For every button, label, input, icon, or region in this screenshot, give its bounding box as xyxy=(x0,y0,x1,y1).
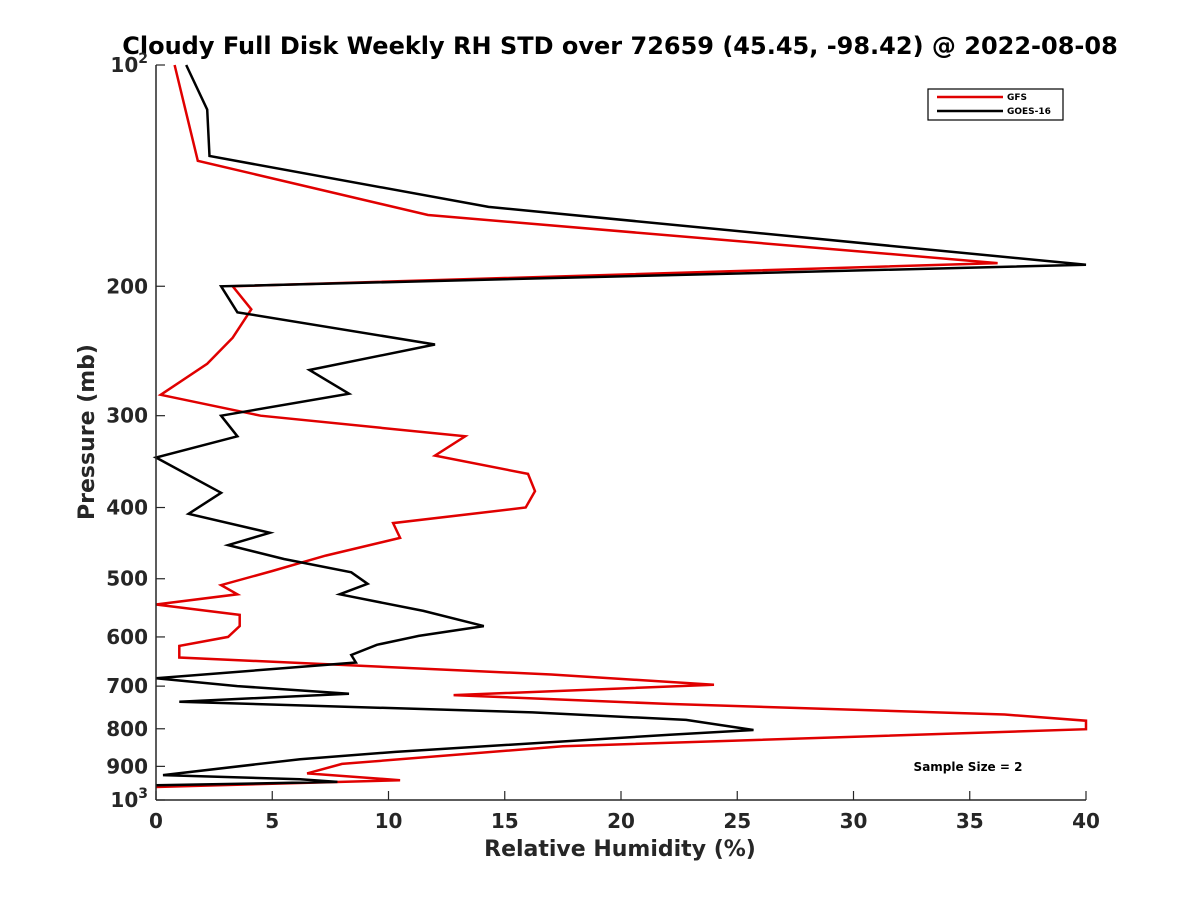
plot-area xyxy=(152,64,1088,801)
x-tick-label: 25 xyxy=(723,809,751,833)
x-tick-label: 15 xyxy=(491,809,519,833)
y-tick-label: 800 xyxy=(106,717,148,741)
y-tick-label: 900 xyxy=(106,754,148,778)
x-tick-label: 0 xyxy=(149,809,163,833)
x-tick-label: 5 xyxy=(265,809,279,833)
y-tick-label: 600 xyxy=(106,625,148,649)
y-tick-label: 700 xyxy=(106,674,148,698)
legend-label-goes16: GOES-16 xyxy=(1007,107,1051,117)
legend-label-gfs: GFS xyxy=(1007,93,1027,103)
chart-title: Cloudy Full Disk Weekly RH STD over 7265… xyxy=(122,32,1118,60)
y-tick-label: 200 xyxy=(106,274,148,298)
legend: GFS GOES-16 xyxy=(927,88,1064,121)
x-tick-label: 40 xyxy=(1072,809,1100,833)
x-tick-label: 10 xyxy=(375,809,403,833)
y-tick-label: 500 xyxy=(106,567,148,591)
y-axis-label: Pressure (mb) xyxy=(75,344,100,520)
series-line-gfs xyxy=(155,64,1088,789)
series-line-goes-16 xyxy=(152,64,1087,787)
x-tick-label: 35 xyxy=(956,809,984,833)
sample-size-annotation: Sample Size = 2 xyxy=(914,760,1023,774)
y-axis-ticks: 102 200 300 400 500 600 700 800 900 103 xyxy=(106,51,165,812)
legend-box xyxy=(927,88,1064,121)
x-tick-label: 20 xyxy=(607,809,635,833)
y-tick-label: 102 xyxy=(110,51,148,77)
x-axis-label: Relative Humidity (%) xyxy=(484,837,756,862)
series-layer xyxy=(152,64,1088,789)
y-tick-label: 300 xyxy=(106,404,148,428)
y-tick-label: 400 xyxy=(106,496,148,520)
y-tick-label: 103 xyxy=(110,786,148,812)
x-tick-label: 30 xyxy=(840,809,868,833)
x-axis-ticks: 0 5 10 15 20 25 30 35 40 xyxy=(149,791,1100,833)
